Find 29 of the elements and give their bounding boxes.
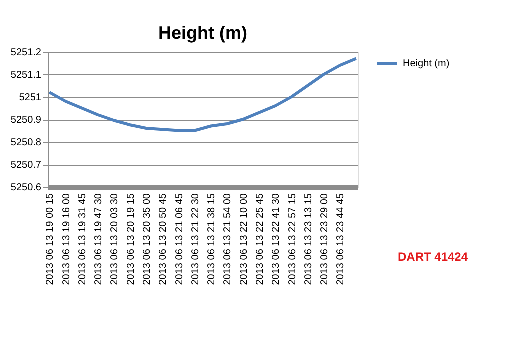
- y-tick-label: 5250.7: [10, 160, 42, 171]
- x-tick-label: 2013 06 13 19 31 45: [77, 193, 88, 286]
- x-tick-label: 2013 06 13 19 00 15: [45, 193, 56, 286]
- y-tick-label: 5251: [19, 92, 42, 104]
- y-tick-label: 5250.8: [10, 138, 42, 148]
- x-tick-label: 2013 06 13 21 22 30: [190, 193, 202, 286]
- x-tick-label: 2013 06 13 23 44 45: [336, 193, 347, 286]
- y-tick-label: 5251.1: [10, 70, 42, 81]
- x-tick-label: 2013 06 13 20 35 00: [142, 193, 153, 286]
- x-tick-label: 2013 06 13 20 50 45: [158, 193, 170, 286]
- x-tick-label: 2013 06 13 19 16 00: [61, 193, 72, 286]
- x-tick-label: 2013 06 13 22 57 15: [287, 193, 298, 286]
- legend-label: Height (m): [403, 58, 450, 70]
- chart-title: Height (m): [158, 23, 248, 43]
- x-tick-label: 2013 06 13 22 10 00: [238, 193, 250, 286]
- x-tick-label: 2013 06 13 23 29 00: [320, 193, 331, 286]
- y-tick-label: 5250.6: [10, 182, 42, 194]
- x-tick-label: 2013 06 13 22 41 30: [271, 193, 282, 286]
- x-tick-label: 2013 06 13 21 54 00: [222, 193, 234, 286]
- x-tick-label: 2013 06 13 22 25 45: [255, 193, 266, 286]
- text: DART 41424: [398, 250, 468, 264]
- y-tick-label: 5250.9: [10, 115, 42, 126]
- x-tick-label: 2013 06 13 21 38 15: [206, 193, 218, 286]
- x-tick-label: 2013 06 13 21 06 45: [174, 193, 186, 286]
- y-tick-label: 5251.2: [10, 48, 42, 58]
- x-tick-label: 2013 06 13 20 19 15: [126, 193, 137, 286]
- x-tick-label: 2013 06 13 19 47 30: [94, 193, 105, 286]
- x-tick-label: 2013 06 13 23 13 15: [303, 193, 314, 286]
- x-tick-label: 2013 06 13 20 03 30: [110, 193, 121, 286]
